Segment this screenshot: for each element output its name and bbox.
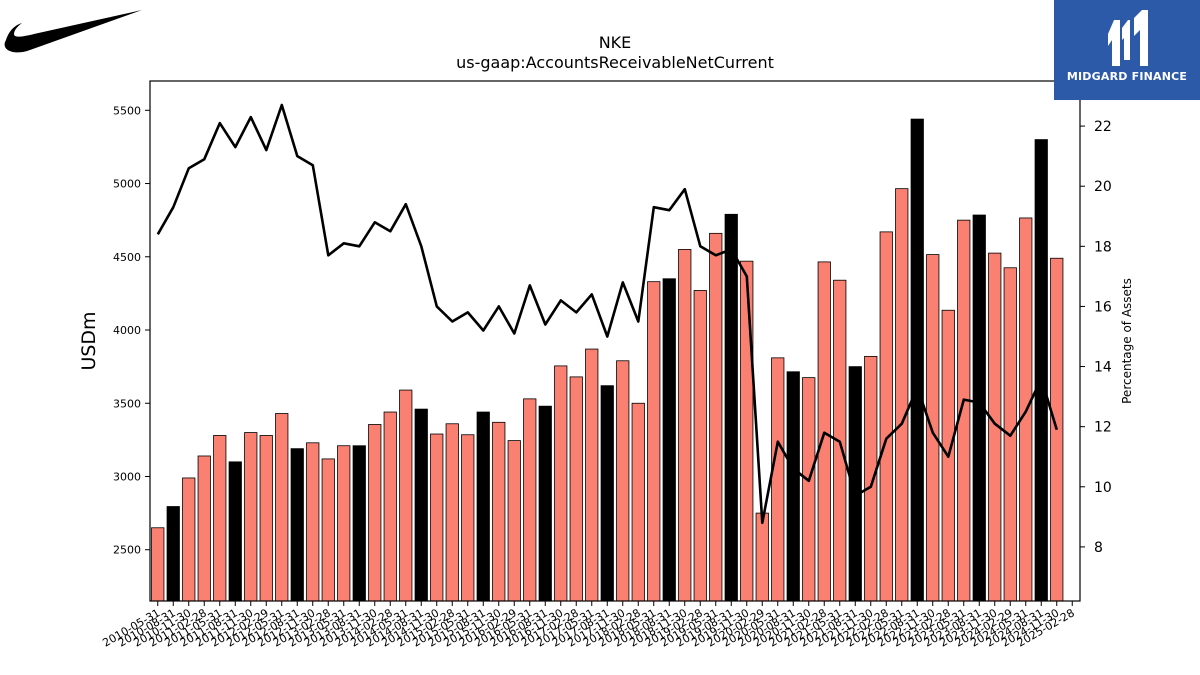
bar — [895, 188, 909, 602]
bar — [864, 355, 878, 602]
bar — [693, 290, 707, 602]
bar — [755, 512, 769, 602]
bar — [554, 365, 568, 602]
y-tick-label: 2500 — [113, 544, 141, 557]
y2-tick-label: 12 — [1094, 420, 1112, 436]
y-tick-label: 3500 — [113, 397, 141, 410]
bar — [445, 423, 459, 602]
bar — [228, 461, 242, 602]
bar — [151, 527, 165, 602]
y-tick-label: 4500 — [113, 251, 141, 264]
bar — [1034, 139, 1048, 602]
bar — [910, 118, 924, 602]
y2-tick-label: 14 — [1094, 360, 1112, 376]
bar — [430, 433, 444, 602]
bar — [662, 278, 676, 602]
bar — [523, 398, 537, 602]
y2-tick-label: 20 — [1094, 179, 1112, 195]
bar — [538, 405, 552, 602]
bar — [507, 440, 521, 602]
bar — [724, 213, 738, 602]
plot-frame — [149, 80, 1081, 602]
y-axis-label: USDm — [78, 311, 100, 370]
y-tick-label: 5500 — [113, 104, 141, 117]
bar — [879, 231, 893, 602]
bar — [290, 448, 304, 602]
bar — [306, 442, 320, 602]
y2-tick-label: 10 — [1094, 480, 1112, 496]
bar — [740, 260, 754, 602]
y-tick-label: 3000 — [113, 470, 141, 483]
bar — [259, 435, 273, 602]
chart-title: NKE — [599, 33, 632, 52]
chart-subtitle: us-gaap:AccountsReceivableNetCurrent — [456, 53, 774, 72]
bar — [678, 249, 692, 602]
bar — [771, 357, 785, 602]
bar — [616, 360, 630, 602]
bar — [244, 432, 258, 602]
bar — [709, 232, 723, 602]
bar — [368, 424, 382, 602]
bar — [569, 376, 583, 602]
bar — [197, 455, 211, 602]
y-tick-label: 4000 — [113, 324, 141, 337]
midgard-m-icon — [1054, 0, 1200, 100]
y2-tick-label: 18 — [1094, 239, 1112, 255]
bar — [600, 385, 614, 602]
bar — [321, 458, 335, 602]
bar — [802, 377, 816, 602]
nike-swoosh-icon — [4, 10, 143, 53]
bar — [399, 389, 413, 602]
bar — [182, 477, 196, 602]
bar — [492, 421, 506, 602]
bar — [476, 411, 490, 602]
y2-tick-label: 16 — [1094, 299, 1112, 315]
bar — [337, 445, 351, 602]
bar — [631, 402, 645, 602]
y2-tick-label: 22 — [1094, 119, 1112, 135]
brand-name: MIDGARD FINANCE — [1066, 70, 1188, 83]
midgard-finance-logo: MIDGARD FINANCE — [1054, 0, 1200, 100]
plot-area: 2500 3000 3500 4000 4500 5000 5500 8 10 12 14 16 18 2… — [100, 80, 1112, 650]
bar — [213, 435, 227, 602]
bar — [275, 413, 289, 602]
bar — [414, 408, 428, 602]
bar — [585, 348, 599, 602]
series-line — [156, 103, 1059, 525]
bar — [166, 506, 180, 602]
bar — [352, 445, 366, 602]
y2-tick-label: 8 — [1094, 540, 1103, 556]
bar — [926, 254, 940, 602]
bar — [957, 219, 971, 602]
y2-axis-label: Percentage of Assets — [1120, 278, 1134, 404]
bar — [647, 281, 661, 602]
bar — [461, 434, 475, 602]
bar — [383, 411, 397, 602]
bar — [786, 371, 800, 602]
y-tick-label: 5000 — [113, 178, 141, 191]
